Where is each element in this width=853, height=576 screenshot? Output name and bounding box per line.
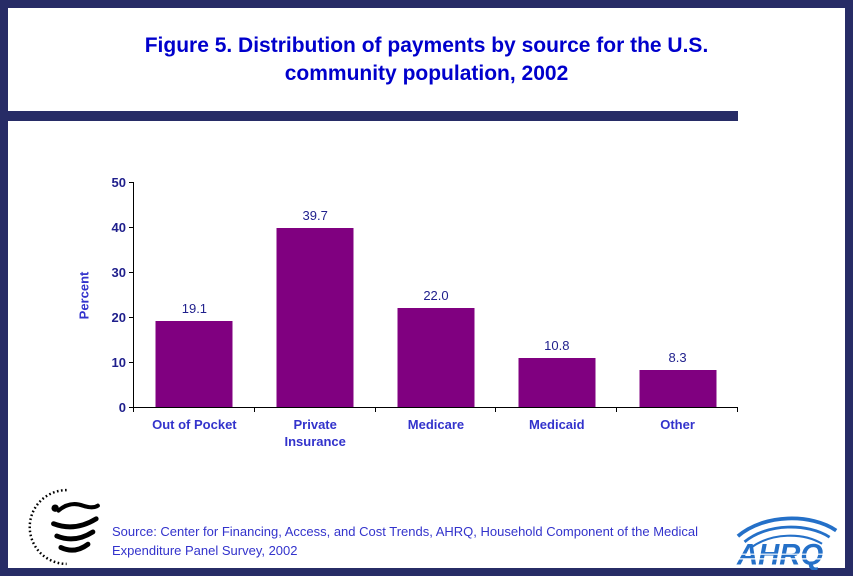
bar-value-label: 39.7	[302, 208, 328, 224]
bar-group: 39.7 Private Insurance	[255, 183, 376, 449]
title-divider	[8, 111, 738, 121]
slide-content: Figure 5. Distribution of payments by so…	[8, 8, 845, 570]
bar	[155, 321, 233, 407]
x-axis-category-label: Medicare	[407, 417, 465, 432]
y-tick-label: 10	[111, 355, 126, 370]
bar-group: 10.8 Medicaid	[496, 183, 617, 432]
y-tick-label: 30	[111, 265, 126, 280]
page-title: Figure 5. Distribution of payments by so…	[8, 32, 845, 88]
x-tick-mark	[495, 407, 497, 412]
x-tick-mark	[374, 407, 376, 412]
y-axis-title-wrap: Percent	[64, 183, 104, 408]
y-tick-mark	[129, 317, 134, 318]
x-axis-category-label: Other	[660, 417, 695, 432]
y-tick-label: 20	[111, 310, 126, 325]
x-tick-mark	[253, 407, 255, 412]
bar-value-label: 19.1	[181, 301, 208, 317]
y-tick-mark	[129, 227, 134, 228]
bar	[518, 358, 596, 407]
bar-group: 8.3 Other	[617, 183, 738, 432]
x-axis-category-label: Private Insurance	[284, 417, 346, 449]
y-tick-mark	[129, 407, 134, 408]
bar-value-label: 10.8	[544, 338, 570, 354]
y-tick-mark	[129, 182, 134, 183]
y-tick-mark	[129, 272, 134, 273]
bar-value-label: 22.0	[423, 288, 449, 303]
x-axis-category-label: Medicaid	[528, 417, 585, 432]
bar-value-label: 8.3	[668, 349, 687, 365]
page-title-line-2: community population, 2002	[284, 62, 569, 85]
hhs-logo	[28, 488, 100, 566]
x-tick-mark	[737, 407, 738, 412]
ahrq-logo: AHRQ	[736, 516, 840, 570]
page-title-line-1: Figure 5. Distribution of payments by so…	[144, 34, 709, 57]
bar	[639, 369, 717, 407]
source-text: Source: Center for Financing, Access, an…	[112, 522, 698, 560]
x-tick-mark	[133, 407, 134, 412]
x-axis-category-label: Out of Pocket	[152, 417, 237, 432]
y-tick-label: 50	[111, 175, 126, 190]
bar	[276, 228, 354, 407]
source-text-line-2: Expenditure Panel Survey, 2002	[112, 543, 298, 558]
bar-chart-plot-area: 0 10 20 30 40 50 19.1 Out of Pocket 39.7 Private …	[112, 175, 738, 449]
x-tick-mark	[616, 407, 618, 412]
bar-group: 22.0 Medicare	[376, 183, 497, 432]
source-text-line-1: Source: Center for Financing, Access, an…	[112, 524, 699, 539]
y-tick-label: 40	[111, 220, 126, 235]
bar-group: 19.1 Out of Pocket	[134, 183, 255, 432]
y-tick-label: 0	[118, 400, 126, 415]
bar	[397, 308, 475, 407]
y-tick-mark	[129, 362, 134, 363]
